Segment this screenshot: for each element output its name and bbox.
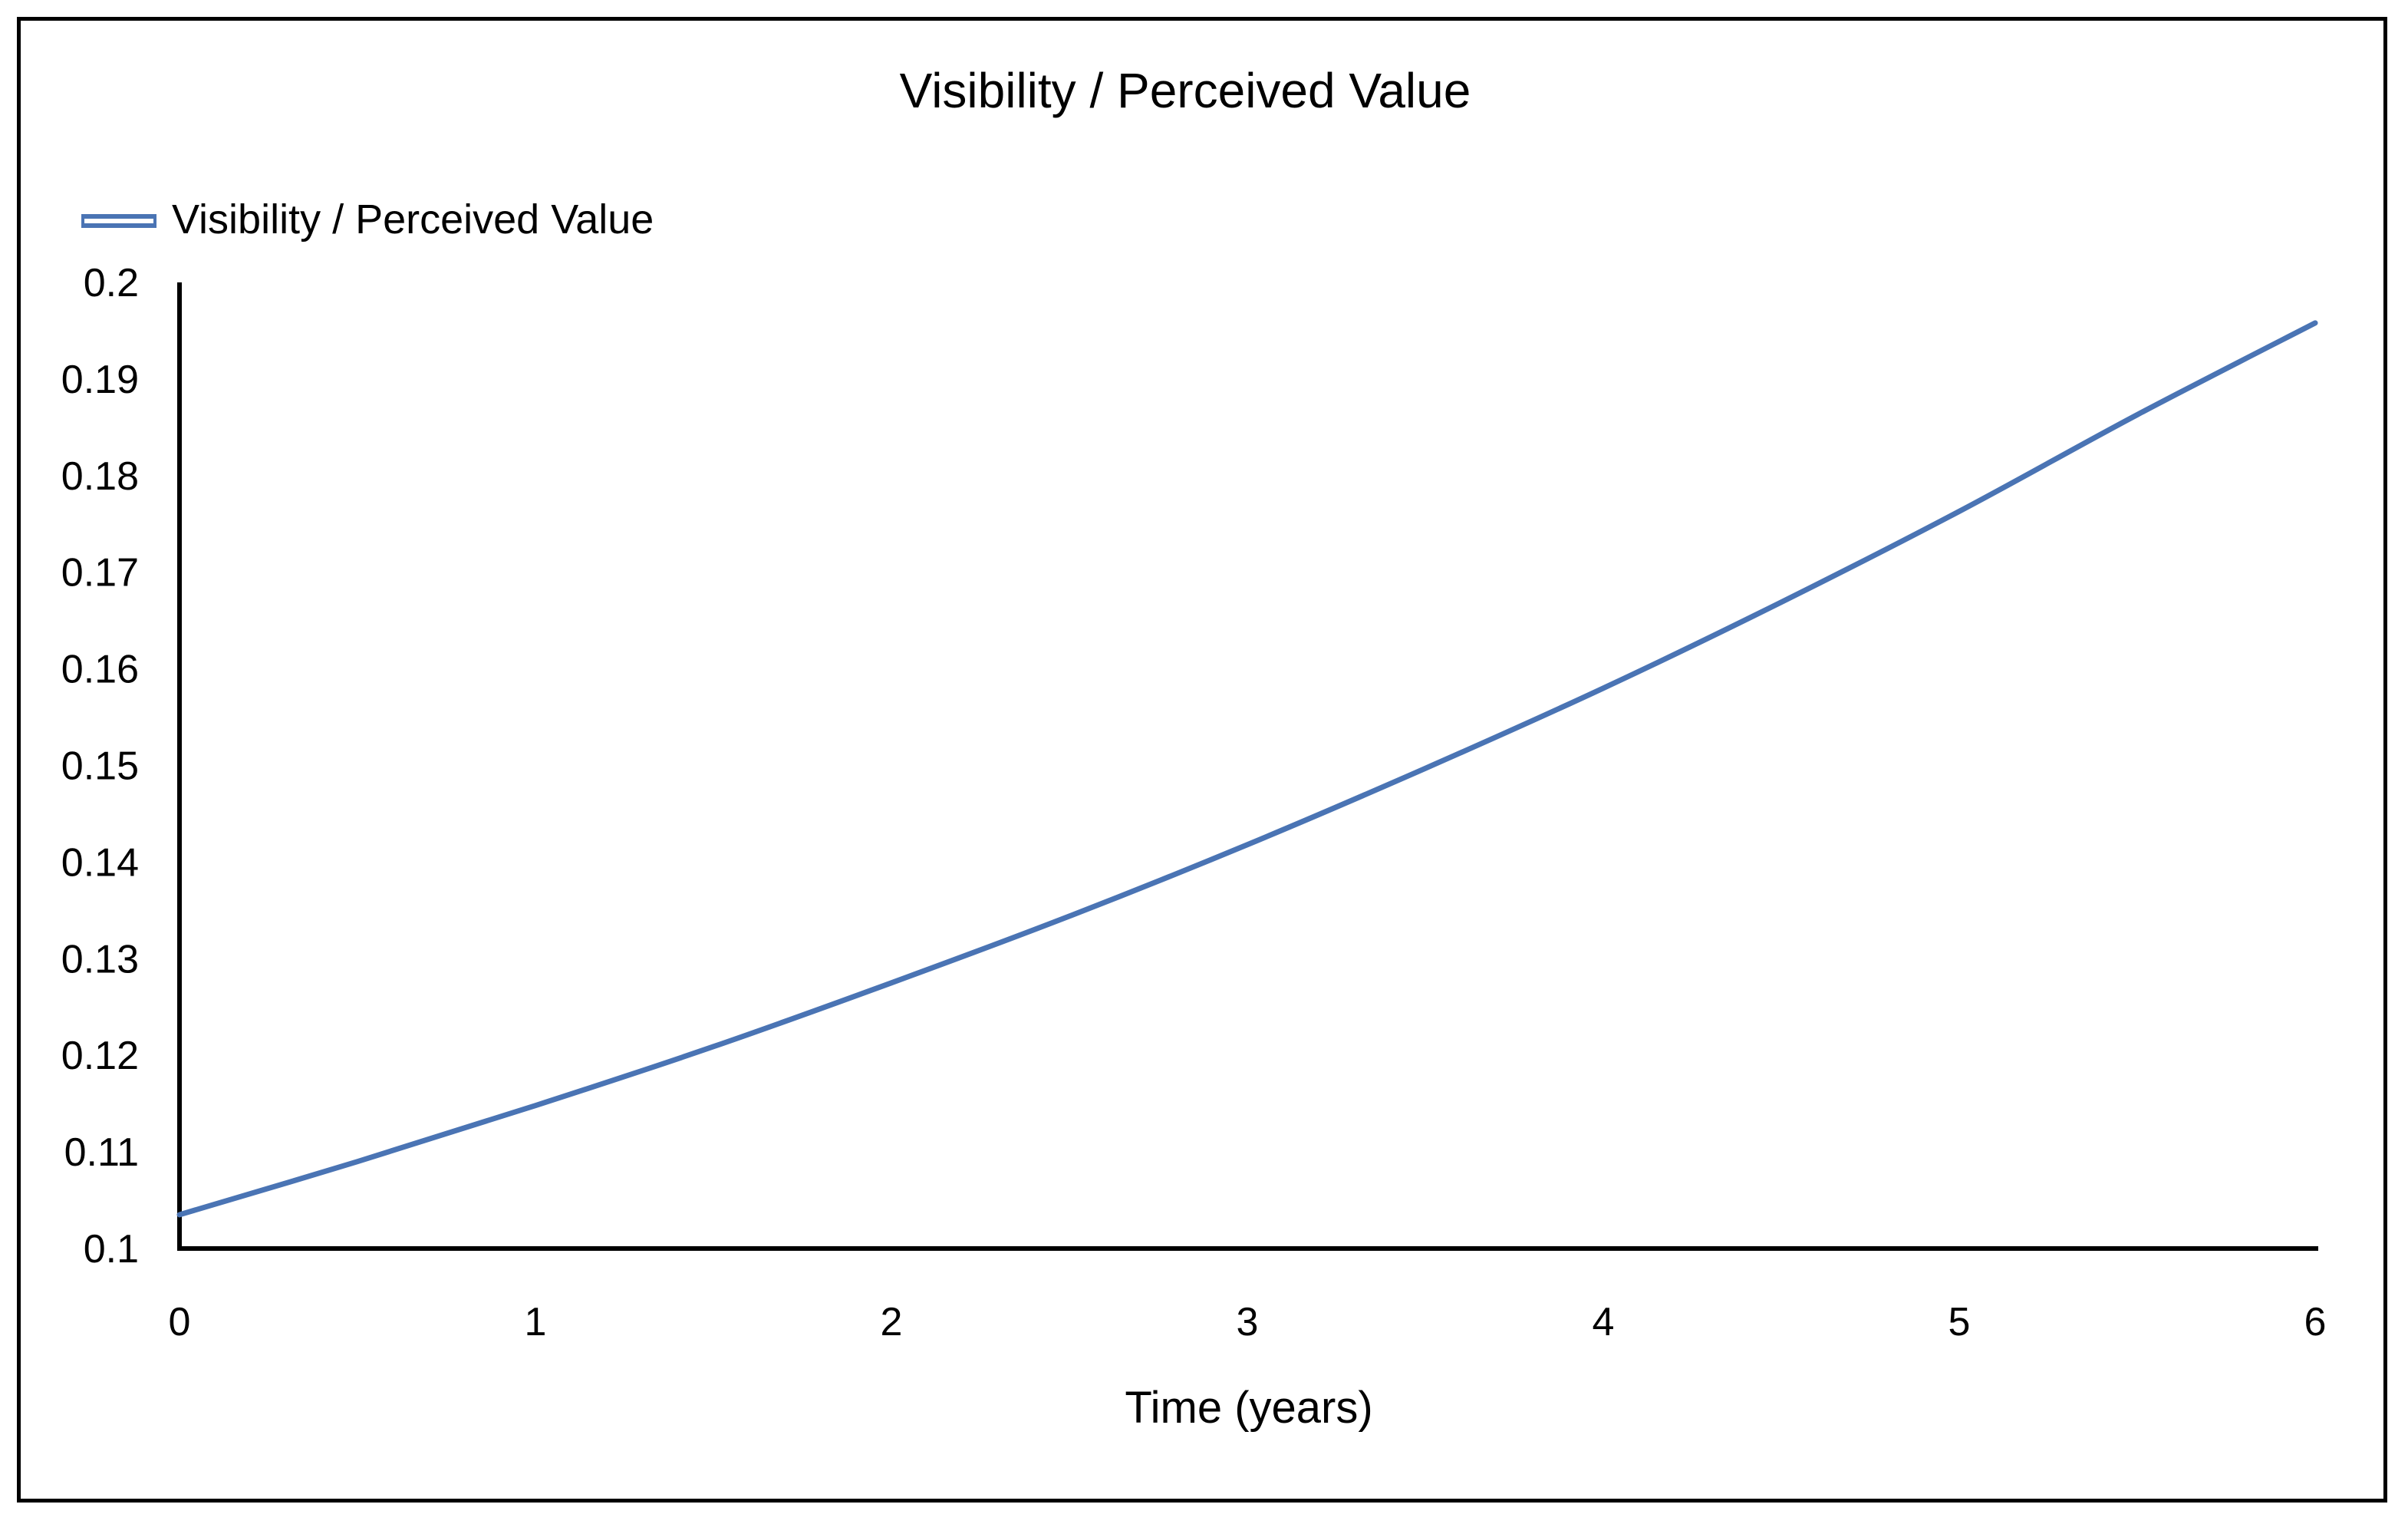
x-tick-label: 3	[1237, 1300, 1259, 1344]
chart-title: Visibility / Perceived Value	[900, 63, 1471, 118]
x-tick-label: 6	[2304, 1300, 2327, 1344]
legend: Visibility / Perceived Value	[81, 196, 654, 242]
y-tick-label: 0.18	[61, 454, 139, 499]
x-axis-title: Time (years)	[1125, 1383, 1372, 1433]
y-tick-label: 0.19	[61, 358, 139, 402]
y-tick-label: 0.16	[61, 648, 139, 692]
y-tick-label: 0.15	[61, 744, 139, 789]
y-tick-label: 0.11	[64, 1130, 139, 1175]
y-tick-label: 0.2	[84, 261, 139, 305]
series-line	[176, 320, 2318, 1218]
legend-swatch-center	[84, 219, 153, 223]
y-tick-label: 0.12	[61, 1034, 139, 1078]
y-tick-label: 0.14	[61, 840, 139, 885]
y-tick-label: 0.13	[61, 937, 139, 981]
y-axis-ticks: 0.2 0.19 0.18 0.17 0.16 0.15 0.14 0.13 0.12 0.11 0…	[61, 261, 139, 1272]
y-tick-label: 0.17	[61, 551, 139, 595]
x-tick-label: 0	[169, 1300, 191, 1344]
x-tick-label: 4	[1593, 1300, 1615, 1344]
chart-frame	[17, 17, 2387, 1503]
y-tick-label: 0.1	[84, 1227, 139, 1272]
x-axis-ticks: 0 1 2 3 4 5 6	[169, 1300, 2327, 1344]
x-tick-label: 2	[881, 1300, 903, 1344]
x-tick-label: 1	[525, 1300, 547, 1344]
x-tick-label: 5	[1948, 1300, 1971, 1344]
legend-label: Visibility / Perceived Value	[172, 196, 654, 242]
